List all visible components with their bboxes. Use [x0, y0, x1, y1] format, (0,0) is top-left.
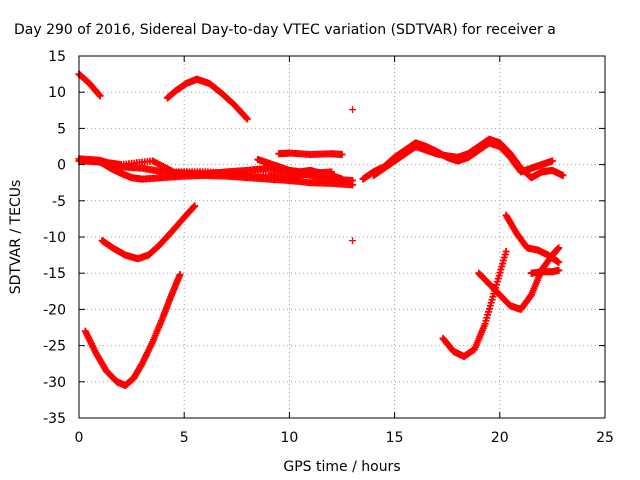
data-layer	[75, 70, 567, 389]
data-point	[555, 244, 563, 252]
data-point	[555, 258, 563, 266]
x-axis-label: GPS time / hours	[283, 459, 400, 475]
series	[502, 211, 563, 266]
data-point	[338, 175, 346, 183]
y-tick-label: -5	[52, 194, 66, 210]
series	[349, 106, 357, 114]
data-point	[338, 150, 346, 158]
y-tick-label: -35	[43, 411, 66, 427]
series	[254, 156, 346, 183]
y-tick-label: -25	[43, 339, 66, 355]
y-tick-label: -15	[43, 266, 66, 282]
data-point	[176, 271, 184, 279]
series	[527, 266, 563, 277]
x-tick-label: 0	[75, 430, 84, 446]
x-tick-label: 20	[491, 430, 509, 446]
y-tick-label: 15	[48, 49, 66, 65]
data-point	[191, 202, 199, 210]
data-point	[349, 177, 357, 185]
data-point	[502, 247, 510, 255]
data-point	[559, 171, 567, 179]
grid	[79, 56, 605, 418]
series	[439, 247, 510, 360]
series	[75, 70, 104, 100]
y-tick-label: -20	[43, 302, 66, 318]
y-tick-label: 0	[57, 158, 66, 174]
data-point	[96, 92, 104, 100]
x-tick-label: 5	[180, 430, 189, 446]
data-point	[548, 157, 556, 165]
ticks: 0 5 10 15 20 25 -35 -30 -25 -20 -15 -10 -5 0 5 10 15	[43, 49, 614, 446]
series	[98, 202, 199, 263]
x-tick-label: 10	[280, 430, 298, 446]
data-point	[243, 115, 251, 123]
data-point	[242, 114, 250, 122]
series	[163, 75, 251, 123]
y-tick-label: -30	[43, 375, 66, 391]
series	[81, 271, 184, 389]
data-point	[349, 237, 357, 245]
series	[359, 139, 556, 183]
x-tick-label: 15	[386, 430, 404, 446]
chart-title: Day 290 of 2016, Sidereal Day-to-day VTE…	[14, 22, 556, 38]
series	[275, 149, 346, 158]
data-point	[349, 106, 357, 114]
y-tick-label: 5	[57, 121, 66, 137]
data-point	[555, 266, 563, 274]
series	[349, 237, 357, 245]
y-axis-label: SDTVAR / TECUs	[8, 180, 24, 295]
y-tick-label: -10	[43, 230, 66, 246]
y-tick-label: 10	[48, 85, 66, 101]
x-tick-label: 25	[596, 430, 614, 446]
